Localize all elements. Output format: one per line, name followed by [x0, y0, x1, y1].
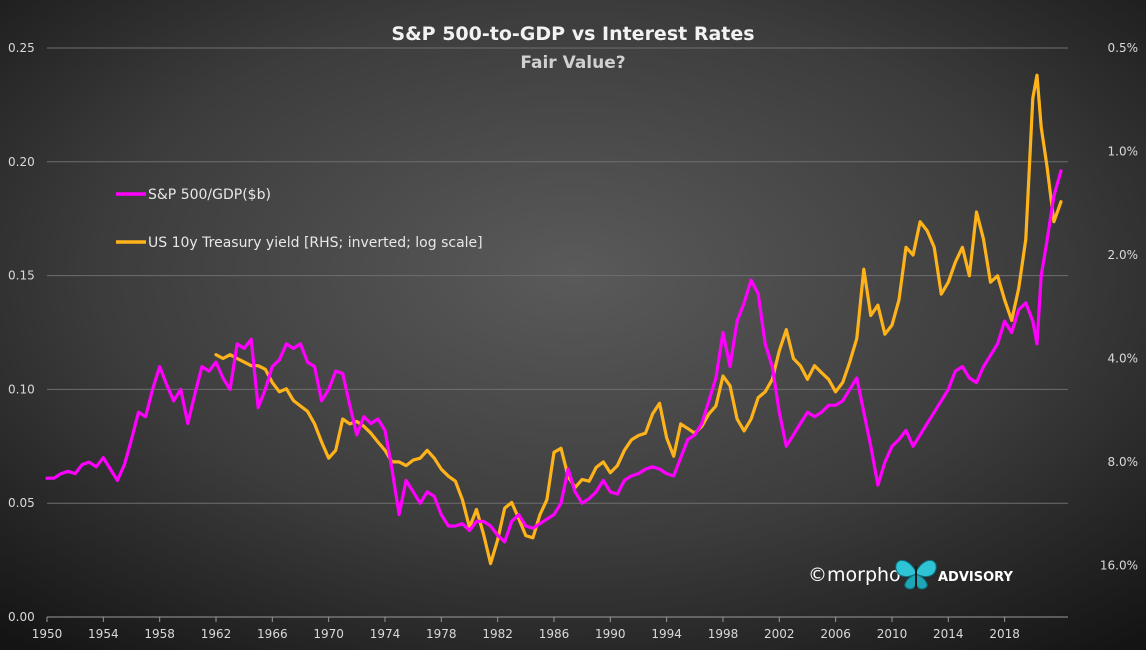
left-tick-label: 0.10: [8, 382, 35, 396]
legend: S&P 500/GDP($b) US 10y Treasury yield [R…: [116, 187, 483, 251]
right-tick-label: 2.0%: [1108, 248, 1139, 262]
x-tick-label: 2014: [933, 627, 964, 641]
x-tick-label: 2010: [877, 627, 908, 641]
x-tick-label: 2006: [820, 627, 851, 641]
left-tick-label: 0.00: [8, 610, 35, 624]
x-tick-label: 1970: [313, 627, 344, 641]
series-line-sp500-gdp: [45, 169, 1063, 544]
legend-label-sp500-gdp: S&P 500/GDP($b): [148, 187, 271, 203]
x-tick-label: 1958: [144, 627, 175, 641]
left-tick-label: 0.15: [8, 269, 35, 283]
right-tick-label: 0.5%: [1108, 41, 1139, 55]
x-tick-label: 1954: [88, 627, 119, 641]
x-tick-label: 1982: [482, 627, 513, 641]
x-tick-label: 1990: [595, 627, 626, 641]
chart-subtitle: Fair Value?: [520, 53, 625, 73]
series-line-treasury-yield: [214, 73, 1063, 566]
x-tick-label: 1978: [426, 627, 457, 641]
right-tick-label: 16.0%: [1100, 558, 1138, 572]
x-tick-label: 1966: [257, 627, 288, 641]
x-tick-label: 1974: [370, 627, 401, 641]
right-tick-label: 4.0%: [1108, 351, 1139, 365]
chart-title: S&P 500-to-GDP vs Interest Rates: [391, 23, 754, 45]
x-tick-label: 1998: [708, 627, 739, 641]
left-tick-label: 0.25: [8, 41, 35, 55]
x-tick-label: 1950: [32, 627, 63, 641]
x-tick-label: 2018: [989, 627, 1020, 641]
series-layer: [45, 73, 1063, 566]
left-tick-label: 0.20: [8, 155, 35, 169]
right-tick-label: 8.0%: [1108, 455, 1139, 469]
right-axis-ticks: 0.5% 1.0% 2.0% 4.0% 8.0% 16.0%: [1100, 41, 1138, 572]
x-tick-label: 1986: [539, 627, 570, 641]
x-tick-label: 1994: [651, 627, 682, 641]
left-tick-label: 0.05: [8, 496, 35, 510]
x-tick-label: 2002: [764, 627, 795, 641]
legend-label-treasury-yield: US 10y Treasury yield [RHS; inverted; lo…: [148, 235, 483, 251]
watermark: ©morpho ADVISORY: [808, 559, 1013, 590]
left-axis-ticks: 0.00 0.05 0.10 0.15 0.20 0.25: [8, 41, 35, 624]
butterfly-icon: [895, 559, 937, 590]
right-tick-label: 1.0%: [1108, 144, 1139, 158]
x-axis-ticks: 1950 1954 1958 1962 1966 1970 1974 1978 1982 1986…: [32, 616, 1068, 641]
watermark-text-advisory: ADVISORY: [938, 570, 1013, 585]
watermark-text: ©morpho: [808, 564, 901, 586]
x-tick-label: 1962: [201, 627, 232, 641]
